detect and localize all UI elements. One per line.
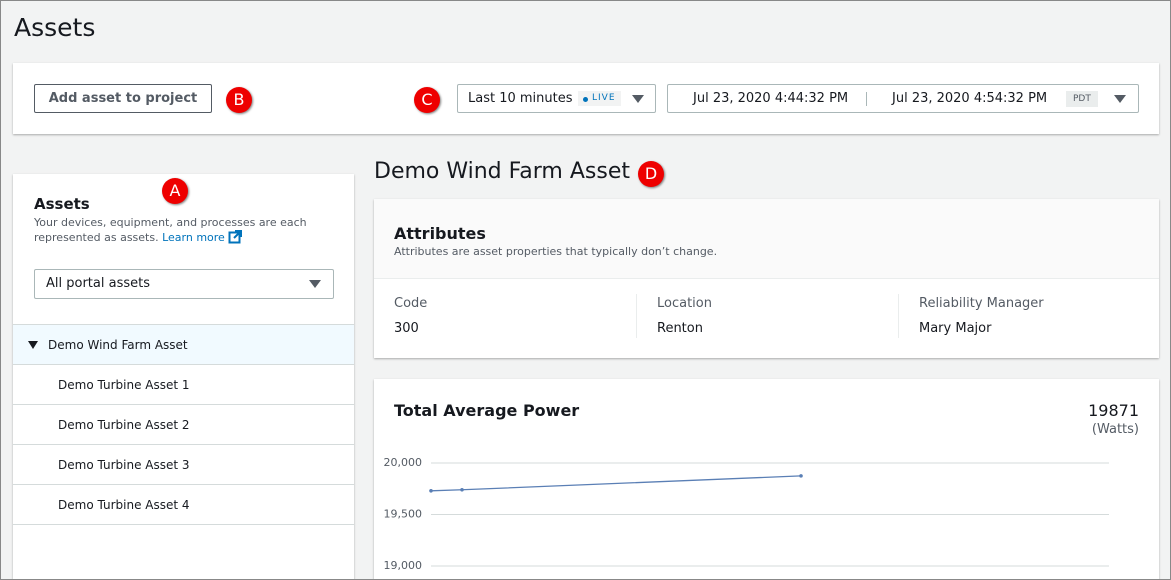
- y-tick-label: 19,500: [384, 508, 423, 521]
- tree-item[interactable]: Demo Turbine Asset 4: [13, 485, 354, 525]
- card-header: [374, 199, 1159, 279]
- separator: [866, 92, 867, 106]
- y-tick-label: 20,000: [384, 456, 423, 469]
- callout: D: [638, 161, 664, 187]
- asset-name: Demo Wind Farm Asset: [374, 159, 630, 184]
- sidebar-description: Your devices, equipment, and processes a…: [34, 215, 314, 245]
- add-asset-button[interactable]: Add asset to project: [34, 84, 212, 113]
- chart-title: Total Average Power: [394, 401, 580, 420]
- separator: [636, 294, 637, 338]
- external-icon: [228, 230, 243, 244]
- tree-label: Demo Turbine Asset 3: [58, 458, 190, 472]
- page-title: Assets: [14, 13, 96, 42]
- field-label: Location: [657, 296, 712, 311]
- timezone: PDT: [1066, 91, 1098, 107]
- field-value: Renton: [657, 321, 703, 336]
- tree-root[interactable]: Demo Wind Farm Asset: [13, 325, 354, 365]
- tree-label: Demo Wind Farm Asset: [48, 338, 188, 352]
- point: [460, 487, 464, 492]
- latest-value: 19871: [1088, 401, 1139, 420]
- description: Your devices, equipment, and processes a…: [34, 216, 307, 244]
- tree-label: Demo Turbine Asset 4: [58, 498, 190, 512]
- point: [429, 489, 433, 493]
- date-range-picker[interactable]: Jul 23, 2020 4:44:32 PM Jul 23, 2020 4:5…: [667, 84, 1139, 113]
- asset-filter-dropdown[interactable]: All portal assets: [34, 269, 334, 299]
- tree-label: Demo Turbine Asset 1: [58, 378, 190, 392]
- callout: A: [162, 178, 188, 204]
- attributes-card: Attributes Attributes are asset properti…: [374, 199, 1159, 358]
- callout: C: [414, 87, 440, 113]
- tree-item[interactable]: Demo Turbine Asset 3: [13, 445, 354, 485]
- time-range: Last 10 minutes: [468, 91, 573, 106]
- line: [430, 475, 802, 492]
- divider: [13, 324, 354, 325]
- dropdown-arrow: [309, 280, 321, 288]
- field-value: 300: [394, 321, 419, 336]
- field-value: Mary Major: [919, 321, 992, 336]
- card-description: Attributes are asset properties that typ…: [394, 245, 718, 258]
- end-time: Jul 23, 2020 4:54:32 PM: [892, 91, 1048, 106]
- tree-item[interactable]: Demo Turbine Asset 1: [13, 365, 354, 405]
- start-time: Jul 23, 2020 4:44:32 PM: [693, 91, 849, 106]
- y-tick-label: 19,000: [384, 559, 423, 572]
- tree-label: Demo Turbine Asset 2: [58, 418, 190, 432]
- chart-card: Total Average Power 19871 (Watts) 20,000…: [374, 379, 1159, 579]
- separator: [898, 294, 899, 338]
- card-title: Attributes: [394, 224, 486, 243]
- tree-item[interactable]: Demo Turbine Asset 2: [13, 405, 354, 445]
- filter-value: All portal assets: [46, 276, 150, 291]
- asset-sidebar: Assets Your devices, equipment, and proc…: [13, 174, 354, 579]
- learn-more-link[interactable]: Learn more: [162, 231, 225, 244]
- expand-arrow: [28, 341, 38, 349]
- field-label: Code: [394, 296, 428, 311]
- point: [799, 474, 803, 478]
- chart: 20,000 19,500 19,000: [384, 456, 1109, 572]
- callout: B: [226, 87, 252, 113]
- dropdown-arrow: [632, 95, 644, 103]
- field-label: Reliability Manager: [919, 296, 1044, 311]
- sidebar-title: Assets: [34, 195, 90, 213]
- time-range-dropdown[interactable]: Last 10 minutes LIVE: [457, 84, 656, 113]
- live-badge: LIVE: [578, 91, 621, 106]
- dropdown-arrow: [1114, 95, 1126, 103]
- live-dot: [583, 97, 588, 102]
- unit: (Watts): [1091, 422, 1139, 437]
